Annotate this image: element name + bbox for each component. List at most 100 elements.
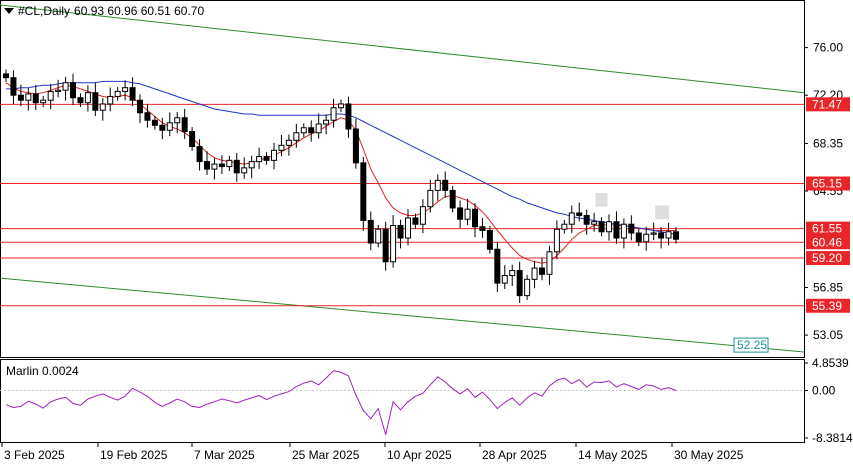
marlin-indicator-line[interactable] xyxy=(5,370,677,435)
candle-body[interactable] xyxy=(32,93,39,104)
candle-body[interactable] xyxy=(159,124,166,131)
candle-body[interactable] xyxy=(233,159,240,174)
candle-body[interactable] xyxy=(352,128,359,164)
candle-body[interactable] xyxy=(405,217,411,239)
candle-body[interactable] xyxy=(114,90,121,97)
candle-body[interactable] xyxy=(151,119,158,126)
candle-body[interactable] xyxy=(107,95,114,105)
candle-body[interactable] xyxy=(84,92,91,104)
candle-body[interactable] xyxy=(628,223,635,234)
candle-body[interactable] xyxy=(10,77,17,96)
candle-body[interactable] xyxy=(539,267,545,275)
candle-body[interactable] xyxy=(390,224,397,263)
candle-body[interactable] xyxy=(144,112,151,121)
candle-body[interactable] xyxy=(218,163,225,168)
candle-body[interactable] xyxy=(434,179,441,191)
candle-body[interactable] xyxy=(256,156,263,163)
candle-body[interactable] xyxy=(449,189,456,209)
candle-body[interactable] xyxy=(263,156,270,161)
candle-body[interactable] xyxy=(375,228,382,244)
moving-average-line[interactable] xyxy=(6,80,677,235)
candle-body[interactable] xyxy=(524,278,531,297)
candle-body[interactable] xyxy=(412,217,419,225)
candle-body[interactable] xyxy=(494,248,501,284)
candle-body[interactable] xyxy=(3,73,9,79)
candle-body[interactable] xyxy=(367,219,374,244)
level-price-tag[interactable] xyxy=(806,298,850,313)
candle-body[interactable] xyxy=(70,82,76,99)
candle-body[interactable] xyxy=(315,123,322,134)
candle-body[interactable] xyxy=(285,139,292,146)
candle-body[interactable] xyxy=(211,163,218,170)
candle-body[interactable] xyxy=(606,221,612,233)
candle-body[interactable] xyxy=(665,231,672,239)
candle-body[interactable] xyxy=(509,270,516,277)
candle-body[interactable] xyxy=(501,275,508,284)
candle-body[interactable] xyxy=(643,233,650,243)
candle-body[interactable] xyxy=(17,94,24,101)
level-price-tag[interactable] xyxy=(806,176,850,191)
level-price-tag[interactable] xyxy=(806,235,850,250)
channel-lower-line[interactable] xyxy=(0,277,805,353)
candle-body[interactable] xyxy=(166,122,173,131)
candle-body[interactable] xyxy=(99,103,106,111)
candle-body[interactable] xyxy=(650,232,657,235)
candle-body[interactable] xyxy=(620,223,627,239)
candle-body[interactable] xyxy=(129,87,136,101)
candle-body[interactable] xyxy=(635,232,642,243)
candle-body[interactable] xyxy=(673,231,679,240)
candle-body[interactable] xyxy=(658,232,665,239)
candle-body[interactable] xyxy=(248,161,255,169)
candle-body[interactable] xyxy=(271,149,277,161)
candle-body[interactable] xyxy=(583,214,590,225)
candle-body[interactable] xyxy=(427,189,434,208)
candle-body[interactable] xyxy=(204,161,210,170)
candle-body[interactable] xyxy=(553,228,560,253)
candle-body[interactable] xyxy=(516,270,523,297)
candle-body[interactable] xyxy=(479,226,486,231)
trendline-price-tag[interactable] xyxy=(733,337,769,353)
candle-body[interactable] xyxy=(531,267,538,280)
channel-upper-line[interactable] xyxy=(0,4,805,94)
candle-body[interactable] xyxy=(122,87,129,92)
candle-body[interactable] xyxy=(92,92,99,111)
candle-body[interactable] xyxy=(561,223,568,230)
candle-body[interactable] xyxy=(55,89,62,92)
candle-body[interactable] xyxy=(25,93,32,101)
candle-body[interactable] xyxy=(613,221,620,239)
candle-body[interactable] xyxy=(472,208,478,228)
candle-body[interactable] xyxy=(591,221,598,225)
candle-body[interactable] xyxy=(546,251,553,275)
candle-body[interactable] xyxy=(196,146,203,163)
candle-body[interactable] xyxy=(62,82,69,91)
candle-body[interactable] xyxy=(174,117,181,124)
candle-body[interactable] xyxy=(47,90,54,101)
chart-menu-arrow-icon[interactable] xyxy=(4,8,14,14)
candle-body[interactable] xyxy=(278,144,285,151)
candle-body[interactable] xyxy=(338,103,344,109)
candle-body[interactable] xyxy=(226,159,233,168)
candle-body[interactable] xyxy=(464,208,471,220)
candle-body[interactable] xyxy=(419,206,426,225)
candle-body[interactable] xyxy=(241,167,248,174)
candle-body[interactable] xyxy=(397,224,404,239)
candle-body[interactable] xyxy=(137,99,143,114)
candle-body[interactable] xyxy=(442,179,449,191)
candle-body[interactable] xyxy=(293,132,300,141)
candle-body[interactable] xyxy=(457,207,464,220)
level-price-tag[interactable] xyxy=(806,221,850,236)
candle-body[interactable] xyxy=(382,228,389,263)
candle-body[interactable] xyxy=(308,127,315,134)
candle-body[interactable] xyxy=(360,162,367,221)
level-price-tag[interactable] xyxy=(806,97,850,112)
candle-body[interactable] xyxy=(40,99,47,104)
candle-body[interactable] xyxy=(300,127,307,134)
candle-body[interactable] xyxy=(189,131,196,148)
candle-body[interactable] xyxy=(323,119,330,125)
candle-body[interactable] xyxy=(330,107,337,121)
candle-body[interactable] xyxy=(598,221,605,233)
level-price-tag[interactable] xyxy=(806,251,850,266)
candle-body[interactable] xyxy=(345,103,352,130)
